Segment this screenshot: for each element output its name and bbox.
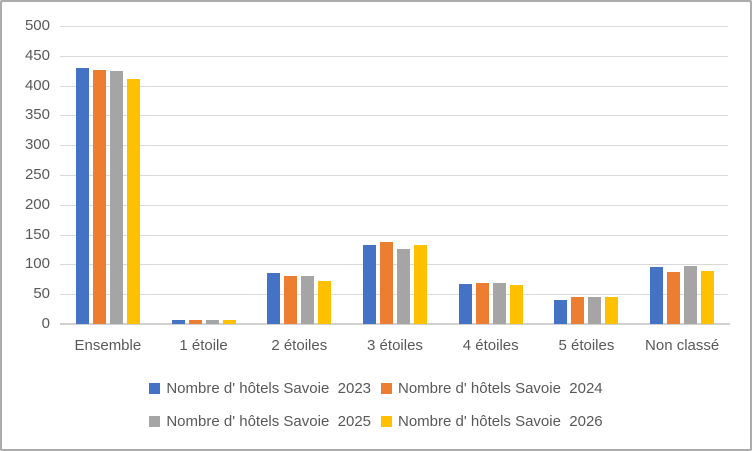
chart-legend: Nombre d' hôtels Savoie 2023 Nombre d' hô…: [2, 378, 750, 431]
bar-2026-category-0: [126, 79, 140, 324]
gridline-500: [60, 26, 728, 27]
y-axis-tick-label: 250: [24, 166, 50, 183]
y-axis-tick-label: 350: [24, 106, 50, 124]
bar-2024-category-6: [667, 272, 681, 324]
bar-2023-category-1: [171, 320, 185, 324]
bar-2023-category-0: [75, 68, 89, 324]
bar-2026-category-4: [509, 285, 523, 324]
legend-item-series-2: Nombre d' hôtels Savoie 2025: [149, 413, 371, 430]
bar-2023-category-4: [458, 284, 472, 324]
x-axis-category-label: 4 étoiles: [462, 337, 519, 354]
bar-group-3: [347, 26, 443, 324]
bar-2025-category-2: [301, 276, 315, 324]
y-axis-tick-label: 200: [24, 195, 50, 213]
bar-2026-category-2: [318, 281, 332, 324]
gridline-450: [60, 55, 728, 57]
y-axis-tick-label: 100: [24, 255, 50, 273]
gridline-350: [60, 115, 728, 117]
y-axis-tick-label: 500: [24, 17, 50, 34]
bar-2023-category-5: [554, 300, 568, 324]
bar-group-2: [251, 26, 347, 324]
bar-2024-category-5: [571, 297, 585, 324]
legend-label: Nombre d' hôtels Savoie 2023: [166, 379, 371, 397]
legend-item-series-1: Nombre d' hôtels Savoie 2024: [381, 380, 603, 397]
bar-group-0: [60, 26, 156, 324]
bar-group-1: [156, 26, 252, 324]
legend-color-swatch-icon: [381, 415, 392, 427]
gridline-100: [60, 264, 728, 266]
x-axis-category-label: 1 étoile: [179, 337, 228, 354]
legend-color-swatch-icon: [149, 382, 161, 394]
y-axis-tick-label: 400: [24, 76, 50, 94]
gridline-50: [60, 294, 728, 296]
bar-2025-category-1: [205, 320, 219, 324]
legend-item-series-0: Nombre d' hôtels Savoie 2023: [149, 380, 371, 397]
bar-2024-category-0: [92, 70, 106, 324]
legend-label: Nombre d' hôtels Savoie 2026: [398, 412, 603, 430]
legend-label: Nombre d' hôtels Savoie 2025: [166, 412, 371, 430]
legend-item-series-3: Nombre d' hôtels Savoie 2026: [381, 413, 603, 430]
bar-2026-category-5: [605, 297, 619, 324]
bar-2026-category-1: [222, 320, 236, 324]
x-axis-category-label: Ensemble: [74, 337, 142, 354]
bar-2024-category-3: [379, 242, 393, 324]
x-axis-line: [60, 323, 730, 325]
y-axis-tick-label: 0: [41, 315, 50, 332]
y-axis-tick-label: 450: [24, 46, 50, 64]
gridline-400: [60, 85, 728, 87]
legend-row: Nombre d' hôtels Savoie 2025 Nombre d' hô…: [149, 411, 603, 431]
bar-2023-category-6: [650, 267, 664, 324]
gridline-200: [60, 204, 728, 206]
bar-group-6: [634, 26, 730, 324]
y-axis-tick-label: 300: [24, 136, 50, 154]
bar-2025-category-6: [684, 266, 698, 324]
bar-2025-category-5: [588, 297, 602, 324]
gridline-300: [60, 145, 728, 147]
x-axis-category-label: 3 étoiles: [367, 337, 423, 354]
bar-2025-category-4: [492, 283, 506, 324]
bar-2024-category-1: [188, 320, 202, 324]
y-axis-tick-label: 50: [33, 285, 50, 303]
legend-color-swatch-icon: [149, 415, 161, 427]
bar-2025-category-3: [396, 249, 410, 324]
bar-2023-category-2: [267, 273, 281, 324]
bar-group-5: [539, 26, 635, 324]
gridline-150: [60, 234, 728, 236]
bar-group-4: [443, 26, 539, 324]
x-axis-category-label: Non classé: [645, 337, 720, 354]
y-axis-tick-label: 150: [24, 225, 50, 243]
legend-color-swatch-icon: [381, 382, 392, 394]
bar-2024-category-4: [475, 283, 489, 324]
bar-2025-category-0: [109, 71, 123, 324]
legend-label: Nombre d' hôtels Savoie 2024: [398, 379, 603, 397]
x-axis-category-label: 5 étoiles: [558, 337, 615, 354]
bar-2024-category-2: [284, 276, 298, 324]
bar-2023-category-3: [362, 245, 376, 324]
bar-2026-category-6: [701, 271, 715, 324]
bar-2026-category-3: [413, 245, 427, 324]
x-axis-category-label: 2 étoiles: [271, 337, 328, 354]
gridline-250: [60, 175, 728, 176]
legend-row: Nombre d' hôtels Savoie 2023 Nombre d' hô…: [149, 378, 603, 398]
